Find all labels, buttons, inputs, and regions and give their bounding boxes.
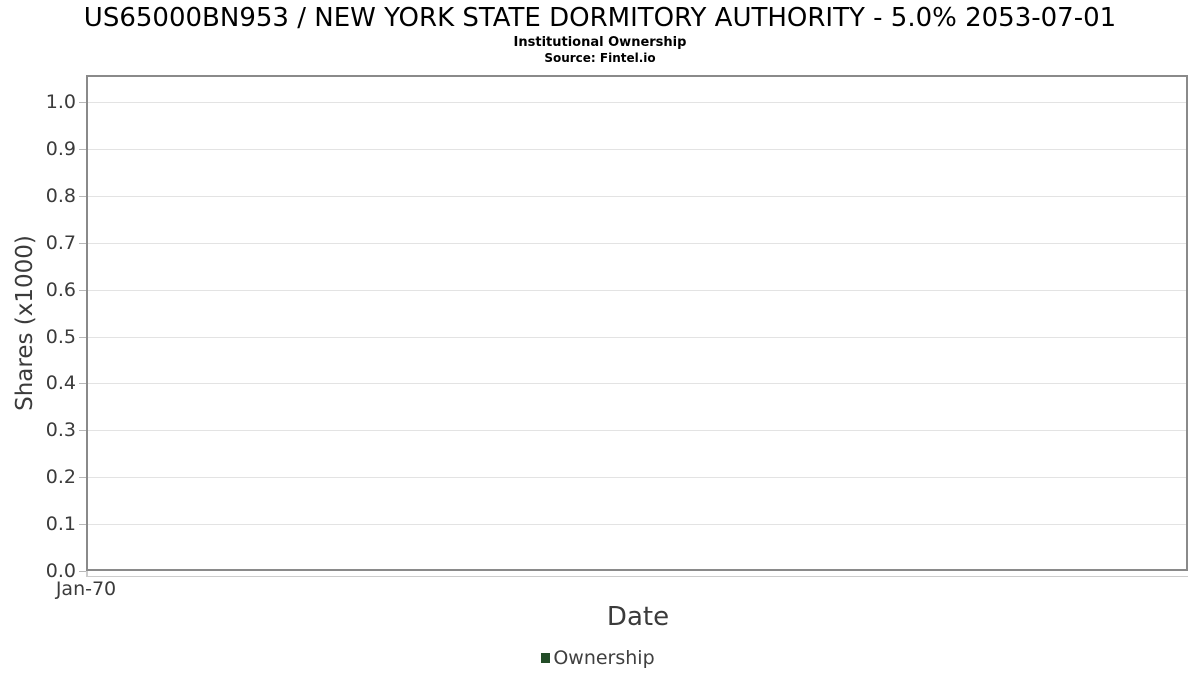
x-tick-label: Jan-70 [55,578,117,600]
grid-line [88,149,1186,150]
grid-line [88,337,1186,338]
y-tick-label: 0.0 [45,560,76,582]
grid-line [88,524,1186,525]
y-tick-mark [79,524,86,525]
y-tick-label: 0.4 [45,372,76,394]
chart-subtitle: Institutional Ownership [513,35,687,50]
legend: Ownership [0,645,1196,671]
y-tick-mark [79,196,86,197]
plot-area [86,75,1188,571]
y-tick-mark [79,149,86,150]
y-tick-mark [79,571,86,572]
y-tick-mark [79,430,86,431]
grid-line [88,243,1186,244]
y-tick-label: 0.3 [45,419,76,441]
y-tick-label: 0.8 [45,185,76,207]
grid-line [88,102,1186,103]
chart-title: US65000BN953 / NEW YORK STATE DORMITORY … [83,3,1117,33]
y-tick-mark [79,243,86,244]
y-tick-label: 1.0 [45,91,76,113]
y-tick-label: 0.5 [45,326,76,348]
x-tick-mark [86,571,88,577]
grid-line [88,290,1186,291]
x-axis-title: Date [606,602,670,632]
x-axis-baseline [86,576,1188,577]
chart-source: Source: Fintel.io [544,51,656,65]
y-tick-label: 0.6 [45,279,76,301]
y-tick-label: 0.1 [45,513,76,535]
y-tick-label: 0.2 [45,466,76,488]
grid-line [88,383,1186,384]
y-tick-mark [79,290,86,291]
y-tick-label: 0.9 [45,138,76,160]
y-tick-mark [79,337,86,338]
legend-marker-ownership-icon [541,653,551,663]
legend-label-ownership: Ownership [553,647,655,669]
grid-line [88,430,1186,431]
y-tick-label: 0.7 [45,232,76,254]
y-tick-mark [79,477,86,478]
y-tick-mark [79,102,86,103]
y-tick-mark [79,383,86,384]
grid-line [88,477,1186,478]
grid-line [88,196,1186,197]
